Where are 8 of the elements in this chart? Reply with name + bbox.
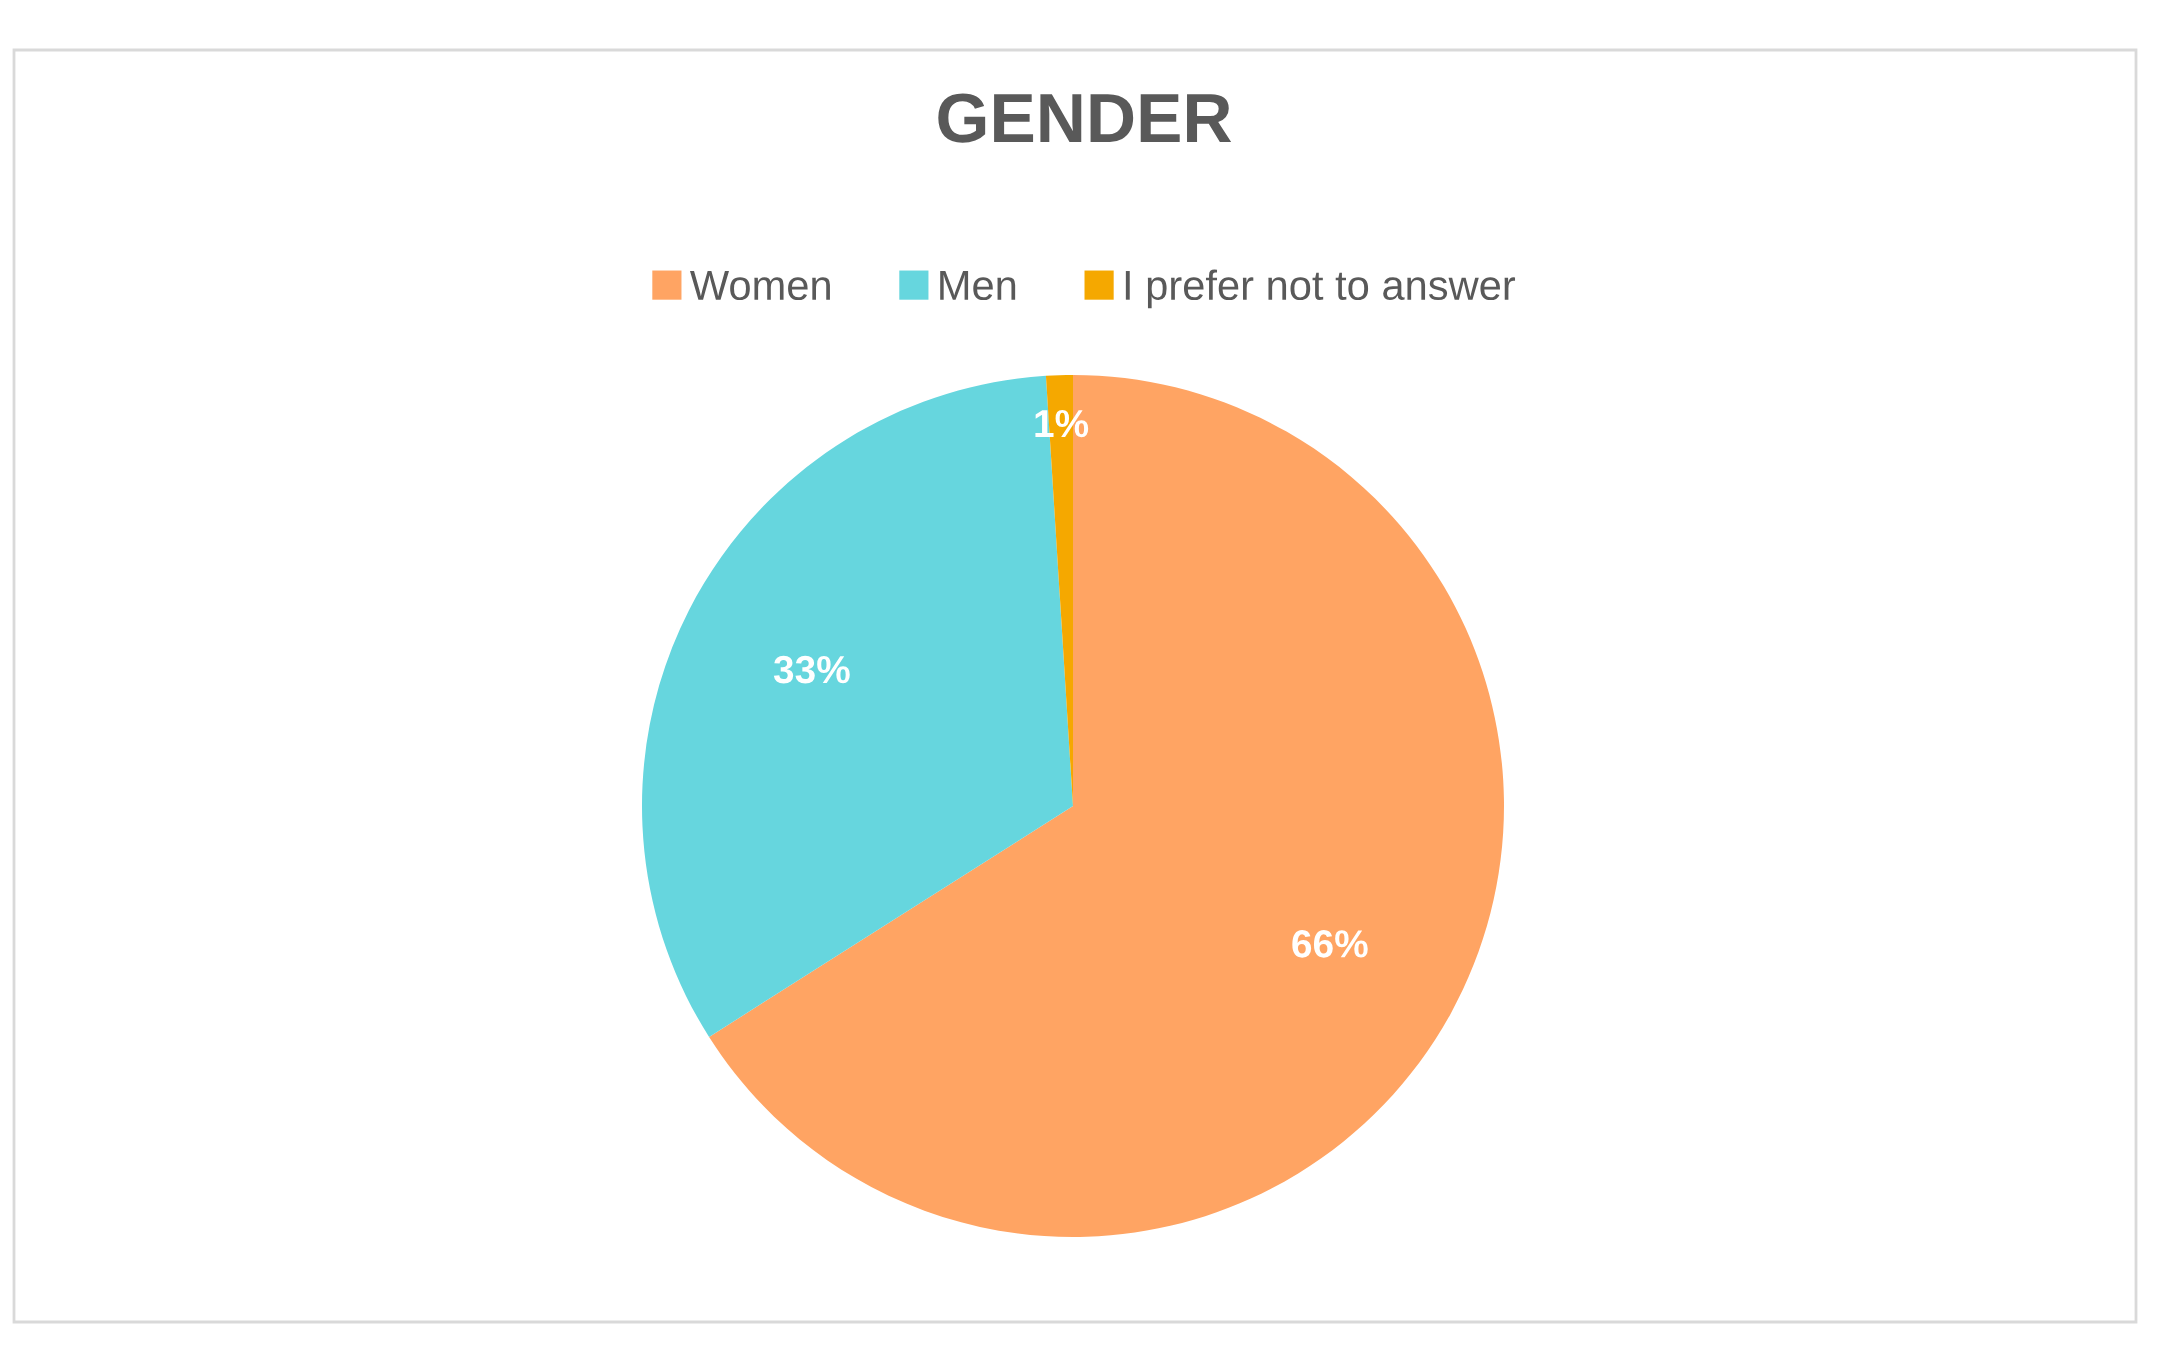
legend-label: I prefer not to answer (1125, 269, 1516, 309)
data-label: 1% (1035, 409, 1089, 438)
pie-slice (709, 375, 1504, 1237)
legend-label: Men (940, 271, 1016, 301)
legend-label: Women (689, 271, 830, 301)
chart-title: GENDER (938, 93, 1232, 143)
data-label: 66% (1292, 930, 1368, 958)
data-label: 33% (773, 655, 850, 684)
